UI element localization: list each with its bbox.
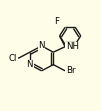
Text: N: N [38,41,45,51]
Text: Br: Br [66,66,75,75]
Text: N: N [27,60,33,69]
Text: NH: NH [66,42,79,51]
Text: Cl: Cl [9,54,17,63]
Text: F: F [54,17,59,26]
